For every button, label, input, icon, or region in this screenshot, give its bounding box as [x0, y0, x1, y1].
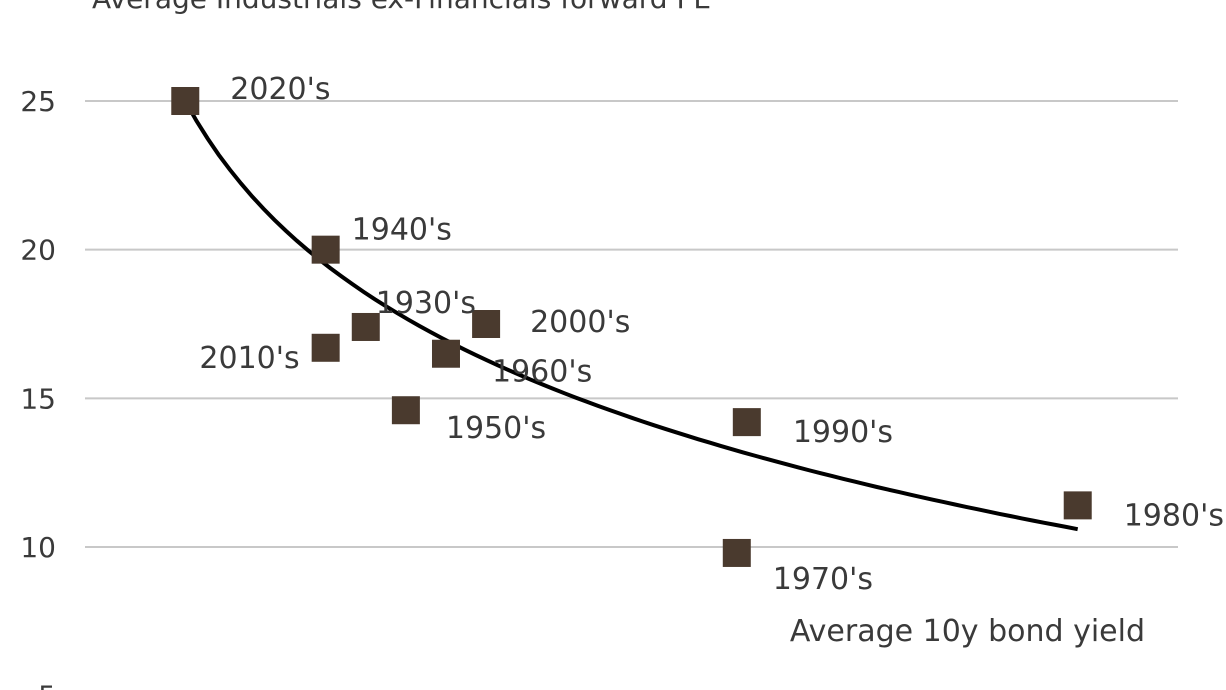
point-label: 1970's: [773, 562, 873, 597]
y-tick-label: 5: [38, 680, 56, 690]
trend-line: [183, 100, 1079, 532]
point-label: 1950's: [446, 411, 546, 446]
y-tick-label: 25: [20, 85, 56, 118]
data-point: [722, 538, 751, 567]
data-points: [171, 87, 1092, 567]
y-tick-label: 15: [20, 382, 56, 415]
point-label: 1960's: [492, 355, 592, 390]
point-label: 2000's: [530, 305, 630, 340]
data-point: [351, 312, 380, 341]
point-label: 1990's: [793, 415, 893, 450]
y-tick-label: 20: [20, 234, 56, 267]
point-label: 2020's: [230, 72, 330, 107]
y-tick-labels: 5 10 15 20 25: [20, 85, 56, 690]
data-point: [171, 87, 200, 115]
point-label: 1940's: [352, 213, 452, 248]
y-tick-label: 10: [20, 531, 56, 564]
x-axis-label: Average 10y bond yield: [790, 614, 1145, 649]
chart-title: Average Industrials ex-Financials forwar…: [92, 0, 711, 15]
data-point: [391, 396, 420, 425]
data-point: [311, 235, 340, 264]
gridlines: [85, 100, 1178, 548]
point-label: 1980's: [1124, 498, 1224, 533]
point-labels: 2020's 1940's 2010's 1930's 1950's 1960's 2000…: [199, 72, 1224, 597]
data-point: [472, 310, 501, 338]
data-point: [1063, 491, 1092, 520]
data-point: [311, 333, 340, 362]
point-label: 1930's: [376, 286, 476, 321]
data-point: [431, 339, 460, 368]
data-point: [732, 408, 761, 437]
point-label: 2010's: [199, 341, 299, 376]
